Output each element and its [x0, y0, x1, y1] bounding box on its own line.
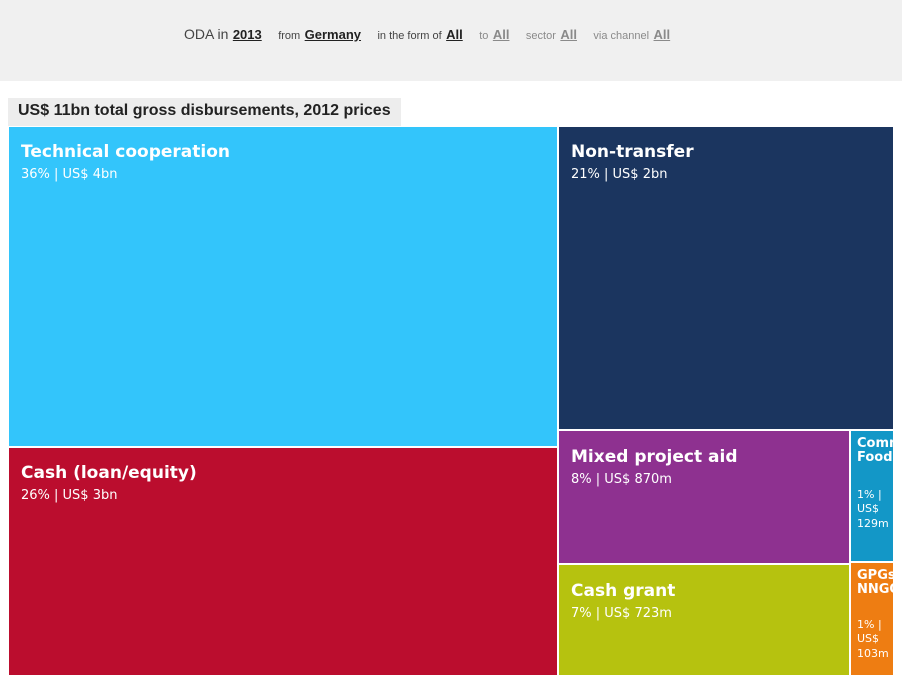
tile-label: Non-transfer: [571, 142, 694, 162]
year-selector[interactable]: 2013: [232, 27, 262, 42]
sector-label: sector: [525, 30, 556, 42]
tile-value: 8% | US$ 870m: [571, 472, 672, 487]
donor-selector[interactable]: Germany: [304, 27, 362, 42]
channel-label: via channel: [593, 30, 650, 42]
tile-label: Technical cooperation: [21, 142, 230, 162]
tile-mixed-project-aid[interactable]: Mixed project aid 8% | US$ 870m: [559, 431, 849, 563]
channel-selector[interactable]: All: [653, 27, 671, 42]
tile-value: 36% | US$ 4bn: [21, 167, 118, 182]
tile-value: 26% | US$ 3bn: [21, 488, 118, 503]
tile-label: Comm & Food: [857, 436, 893, 465]
tile-label: GPGs & NNGO: [857, 568, 893, 597]
tile-value: 1% | US$ 129m: [857, 488, 889, 530]
tile-cash-grant[interactable]: Cash grant 7% | US$ 723m: [559, 565, 849, 675]
tile-commodities-food[interactable]: Comm & Food 1% | US$ 129m: [851, 431, 893, 561]
form-selector[interactable]: All: [446, 27, 463, 42]
to-label: to: [479, 30, 489, 42]
tile-gpgs-nngo[interactable]: GPGs & NNGO 1% | US$ 103m: [851, 563, 893, 675]
oda-label: ODA in: [184, 26, 229, 42]
tile-technical-cooperation[interactable]: Technical cooperation 36% | US$ 4bn: [9, 127, 557, 446]
tile-label: Mixed project aid: [571, 447, 738, 467]
filter-bar: ODA in 2013 from Germany in the form of …: [0, 0, 902, 81]
recipient-selector[interactable]: All: [492, 27, 510, 42]
tile-label: Cash (loan/equity): [21, 463, 197, 483]
tile-non-transfer[interactable]: Non-transfer 21% | US$ 2bn: [559, 127, 893, 429]
tile-cash-loan-equity[interactable]: Cash (loan/equity) 26% | US$ 3bn: [9, 448, 557, 675]
tile-label: Cash grant: [571, 581, 676, 601]
from-label: from: [278, 30, 301, 42]
tile-value: 21% | US$ 2bn: [571, 167, 668, 182]
tile-value: 1% | US$ 103m: [857, 618, 889, 660]
sector-selector[interactable]: All: [560, 27, 577, 42]
chart-title: US$ 11bn total gross disbursements, 2012…: [8, 98, 401, 126]
tile-value: 7% | US$ 723m: [571, 606, 672, 621]
form-label: in the form of: [377, 30, 442, 42]
filter-sentence: ODA in 2013 from Germany in the form of …: [184, 26, 682, 44]
